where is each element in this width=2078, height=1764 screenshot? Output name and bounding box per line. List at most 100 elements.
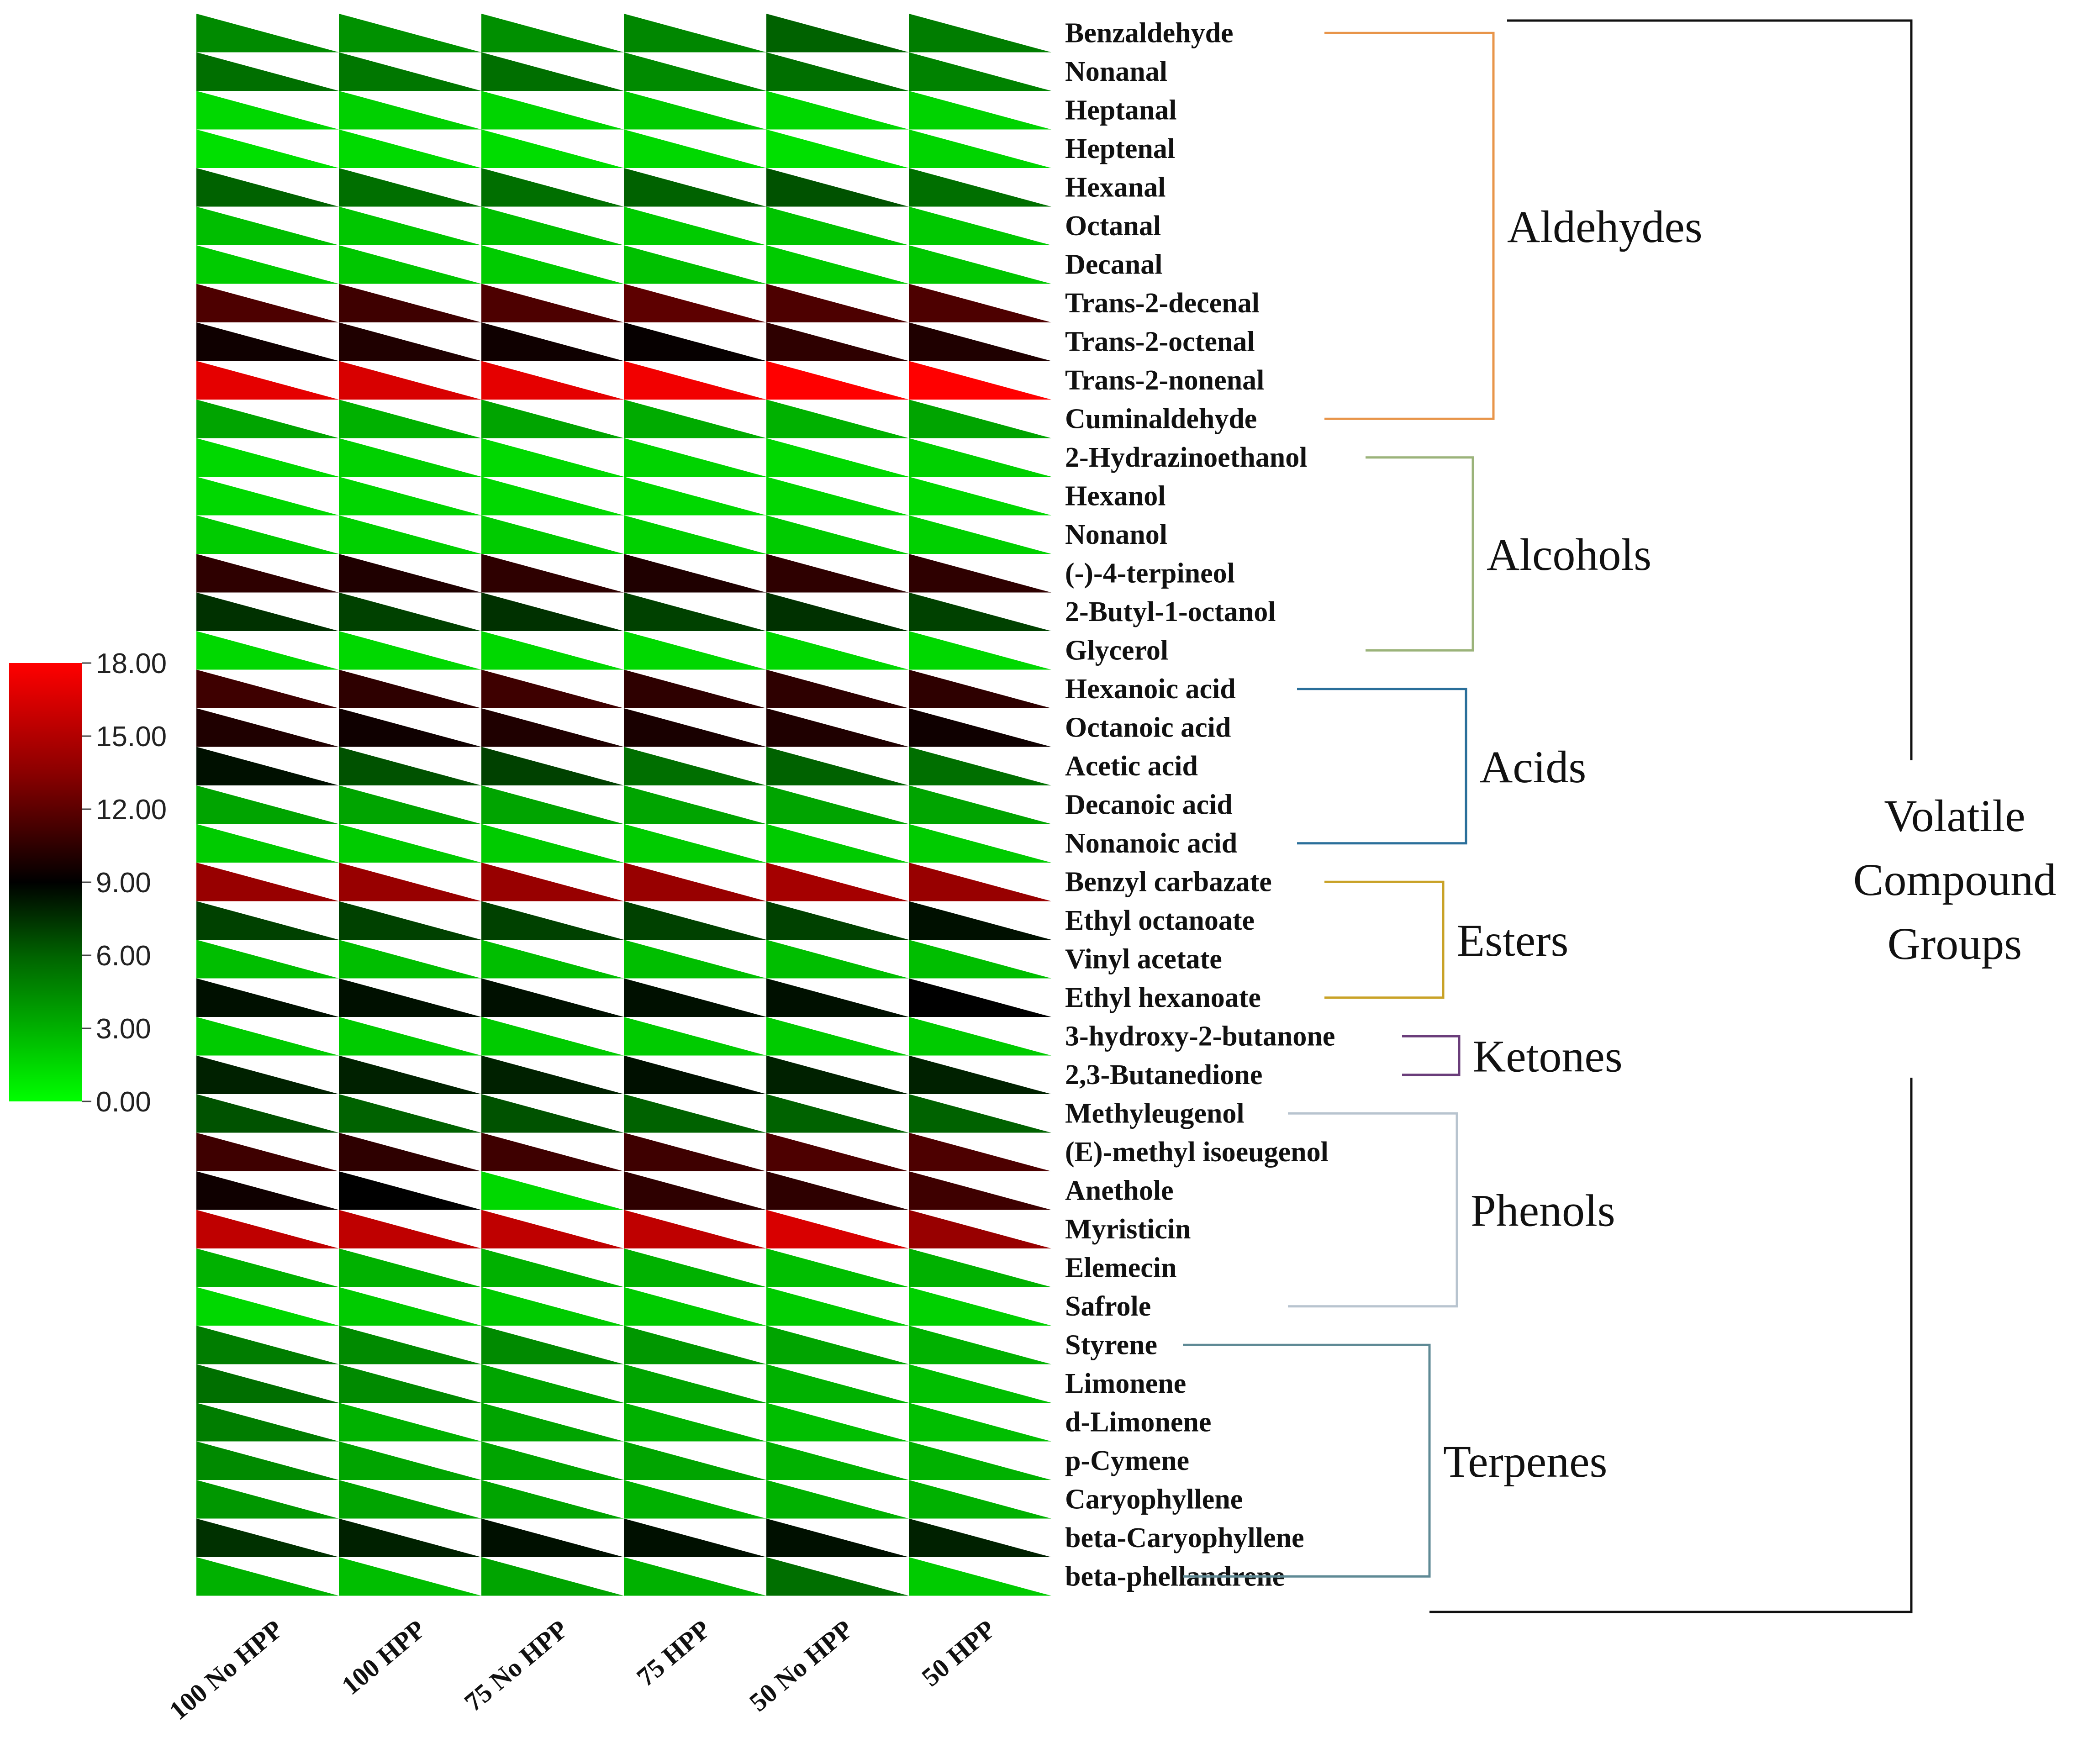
cell-hexanoic-acid-100-hpp	[339, 669, 481, 708]
cell-nonanoic-acid-75-hpp	[624, 824, 766, 863]
row-label-4-terpineol: (-)-4-terpineol	[1065, 558, 1235, 589]
group-bracket-line-terpenes	[1183, 1343, 1431, 1578]
scale-tick-label: 15.00	[96, 721, 167, 753]
cell-methyleugenol-100-hpp	[339, 1094, 481, 1133]
row-label-benzaldehyde: Benzaldehyde	[1065, 17, 1234, 48]
cell-4-terpineol-50-no-hpp	[766, 554, 909, 593]
color-scale-ticks: 18.00 15.00 12.00 9.00 6.00 3.00 0.00	[82, 648, 167, 1118]
outer-bracket-line	[1429, 19, 1913, 1613]
cell-trans-2-decenal-75-hpp	[624, 284, 766, 322]
cell-styrene-100-no-hpp	[196, 1326, 339, 1364]
cell-anethole-50-hpp	[909, 1171, 1051, 1210]
cell-2-hydrazinoethanol-50-no-hpp	[766, 438, 909, 477]
column-label-75-no-hpp: 75 No HPP	[459, 1614, 574, 1717]
color-scale-legend: 18.00 15.00 12.00 9.00 6.00 3.00 0.00	[9, 648, 167, 1118]
row-label-hexanal: Hexanal	[1065, 172, 1166, 203]
row-label-vinyl-acetate: Vinyl acetate	[1065, 943, 1222, 974]
row-label-myristicin: Myristicin	[1065, 1214, 1191, 1245]
group-label-esters: Esters	[1457, 915, 1568, 966]
cell-beta-phellandrene-75-no-hpp	[481, 1557, 624, 1596]
cell-hexanoic-acid-100-no-hpp	[196, 669, 339, 708]
row-label-octanal: Octanal	[1065, 211, 1161, 242]
cell-nonanal-100-hpp	[339, 52, 481, 91]
cell-hexanol-75-hpp	[624, 477, 766, 516]
cell-octanoic-acid-75-hpp	[624, 708, 766, 747]
cell-beta-phellandrene-75-hpp	[624, 1557, 766, 1596]
row-label-2-3-butanedione: 2,3-Butanedione	[1065, 1059, 1262, 1090]
cell-4-terpineol-100-hpp	[339, 554, 481, 593]
cell-elemecin-50-hpp	[909, 1248, 1051, 1287]
cell-myristicin-75-no-hpp	[481, 1210, 624, 1248]
cell-glycerol-50-hpp	[909, 631, 1051, 670]
cell-2-butyl-1-octanol-75-hpp	[624, 592, 766, 631]
cell-trans-2-decenal-50-no-hpp	[766, 284, 909, 322]
cell-p-cymene-100-no-hpp	[196, 1441, 339, 1480]
group-bracket-line-phenols	[1288, 1112, 1458, 1308]
group-bracket-line-ketones	[1402, 1035, 1461, 1076]
row-label-d-limonene: d-Limonene	[1065, 1406, 1211, 1438]
cell-trans-2-nonenal-50-hpp	[909, 361, 1051, 400]
cell-e-methyl-isoeugenol-50-hpp	[909, 1132, 1051, 1171]
cell-beta-phellandrene-100-no-hpp	[196, 1557, 339, 1596]
cell-safrole-75-hpp	[624, 1287, 766, 1326]
cell-hexanoic-acid-75-hpp	[624, 669, 766, 708]
cell-vinyl-acetate-50-hpp	[909, 940, 1051, 979]
cell-d-limonene-75-hpp	[624, 1403, 766, 1442]
group-label-terpenes: Terpenes	[1443, 1436, 1607, 1487]
cell-trans-2-nonenal-75-no-hpp	[481, 361, 624, 400]
cell-limonene-75-hpp	[624, 1364, 766, 1403]
cell-3-hydroxy-2-butanone-100-hpp	[339, 1017, 481, 1056]
cell-limonene-100-hpp	[339, 1364, 481, 1403]
cell-elemecin-75-no-hpp	[481, 1248, 624, 1287]
cell-nonanoic-acid-100-hpp	[339, 824, 481, 863]
cell-beta-caryophyllene-100-no-hpp	[196, 1518, 339, 1557]
cell-nonanal-50-no-hpp	[766, 52, 909, 91]
cell-hexanol-50-hpp	[909, 477, 1051, 516]
row-label-nonanol: Nonanol	[1065, 519, 1167, 550]
column-label-50-hpp: 50 HPP	[916, 1614, 1001, 1692]
cell-anethole-75-hpp	[624, 1171, 766, 1210]
cell-beta-caryophyllene-75-hpp	[624, 1518, 766, 1557]
cell-octanoic-acid-75-no-hpp	[481, 708, 624, 747]
cell-safrole-50-no-hpp	[766, 1287, 909, 1326]
group-bracket-aldehydes: Aldehydes	[1324, 32, 1703, 420]
cell-heptanal-100-hpp	[339, 91, 481, 130]
cell-caryophyllene-50-no-hpp	[766, 1480, 909, 1519]
column-label-100-hpp: 100 HPP	[336, 1614, 431, 1701]
cell-glycerol-100-no-hpp	[196, 631, 339, 670]
cell-benzyl-carbazate-50-hpp	[909, 863, 1051, 901]
cell-octanoic-acid-100-hpp	[339, 708, 481, 747]
cell-methyleugenol-100-no-hpp	[196, 1094, 339, 1133]
scale-tick-label: 9.00	[96, 867, 151, 899]
cell-4-terpineol-50-hpp	[909, 554, 1051, 593]
cell-octanal-75-hpp	[624, 206, 766, 245]
cell-ethyl-octanoate-50-no-hpp	[766, 901, 909, 940]
row-label-2-butyl-1-octanol: 2-Butyl-1-octanol	[1065, 596, 1276, 627]
cell-2-butyl-1-octanol-50-hpp	[909, 592, 1051, 631]
cell-anethole-75-no-hpp	[481, 1171, 624, 1210]
cell-elemecin-100-no-hpp	[196, 1248, 339, 1287]
cell-hexanol-50-no-hpp	[766, 477, 909, 516]
cell-cuminaldehyde-50-no-hpp	[766, 400, 909, 438]
cell-decanal-75-no-hpp	[481, 245, 624, 284]
cell-heptanal-75-hpp	[624, 91, 766, 130]
cell-benzaldehyde-75-no-hpp	[481, 14, 624, 53]
cell-benzyl-carbazate-50-no-hpp	[766, 863, 909, 901]
cell-2-3-butanedione-100-hpp	[339, 1055, 481, 1094]
cell-d-limonene-75-no-hpp	[481, 1403, 624, 1442]
cell-3-hydroxy-2-butanone-50-no-hpp	[766, 1017, 909, 1056]
cell-octanal-50-hpp	[909, 206, 1051, 245]
cell-heptanal-75-no-hpp	[481, 91, 624, 130]
cell-caryophyllene-75-hpp	[624, 1480, 766, 1519]
cell-ethyl-octanoate-75-hpp	[624, 901, 766, 940]
cell-decanoic-acid-100-no-hpp	[196, 785, 339, 824]
cell-styrene-75-hpp	[624, 1326, 766, 1364]
cell-hexanal-75-hpp	[624, 168, 766, 207]
cell-beta-caryophyllene-75-no-hpp	[481, 1518, 624, 1557]
cell-nonanol-50-hpp	[909, 515, 1051, 554]
group-bracket-esters: Esters	[1324, 880, 1568, 999]
cell-beta-caryophyllene-100-hpp	[339, 1518, 481, 1557]
cell-trans-2-nonenal-50-no-hpp	[766, 361, 909, 400]
group-bracket-line-acids	[1297, 688, 1467, 845]
cell-myristicin-50-no-hpp	[766, 1210, 909, 1248]
